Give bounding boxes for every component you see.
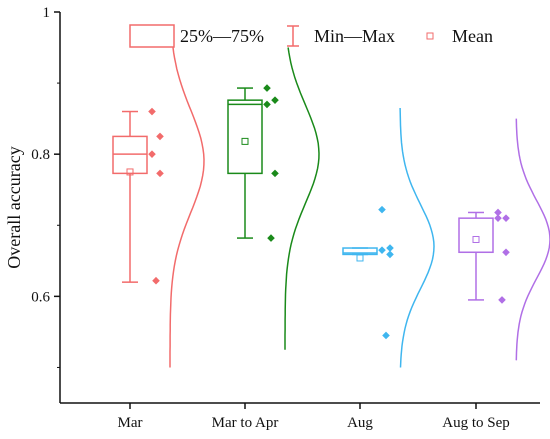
mean-marker	[472, 235, 480, 243]
data-point	[494, 208, 502, 217]
data-point	[378, 205, 386, 214]
data-point	[148, 150, 156, 158]
data-point	[271, 169, 279, 178]
mean-marker	[126, 168, 134, 176]
data-point	[382, 331, 390, 340]
data-point	[152, 276, 160, 285]
x-tick-label: Aug to Sep	[442, 415, 510, 431]
data-point	[494, 214, 502, 222]
y-tick-label: 0.8	[31, 147, 50, 163]
legend-box-swatch	[129, 24, 175, 48]
y-tick-label: 1	[43, 5, 51, 21]
legend-label-minmax: Min—Max	[314, 26, 395, 46]
data-point	[263, 100, 271, 109]
distribution-curve	[284, 47, 320, 350]
data-point	[502, 214, 510, 222]
data-point	[263, 84, 271, 92]
y-axis-label: Overall accuracy	[4, 146, 24, 268]
data-point	[271, 96, 279, 104]
box-iqr	[458, 217, 494, 254]
mean-marker	[356, 254, 364, 262]
data-point	[148, 107, 156, 116]
data-point	[386, 250, 394, 259]
data-point	[502, 248, 510, 257]
x-tick-label: Mar	[118, 415, 143, 431]
distribution-curve	[169, 47, 205, 368]
distribution-curve	[399, 107, 435, 368]
data-point	[386, 244, 394, 252]
box-iqr	[227, 99, 263, 175]
mean-marker	[241, 137, 249, 145]
x-tick-label: Aug	[347, 415, 373, 431]
box-iqr	[342, 247, 378, 256]
y-tick-label: 0.6	[31, 289, 50, 305]
data-point	[498, 296, 506, 304]
x-tick-label: Mar to Apr	[212, 415, 279, 431]
data-point	[267, 234, 275, 242]
legend-label-mean: Mean	[452, 26, 493, 46]
distribution-curve	[515, 118, 550, 361]
data-point	[378, 246, 386, 254]
data-point	[156, 132, 164, 141]
data-point	[156, 169, 164, 178]
legend-label-iqr: 25%—75%	[180, 26, 264, 46]
legend-mean-swatch	[426, 32, 434, 40]
